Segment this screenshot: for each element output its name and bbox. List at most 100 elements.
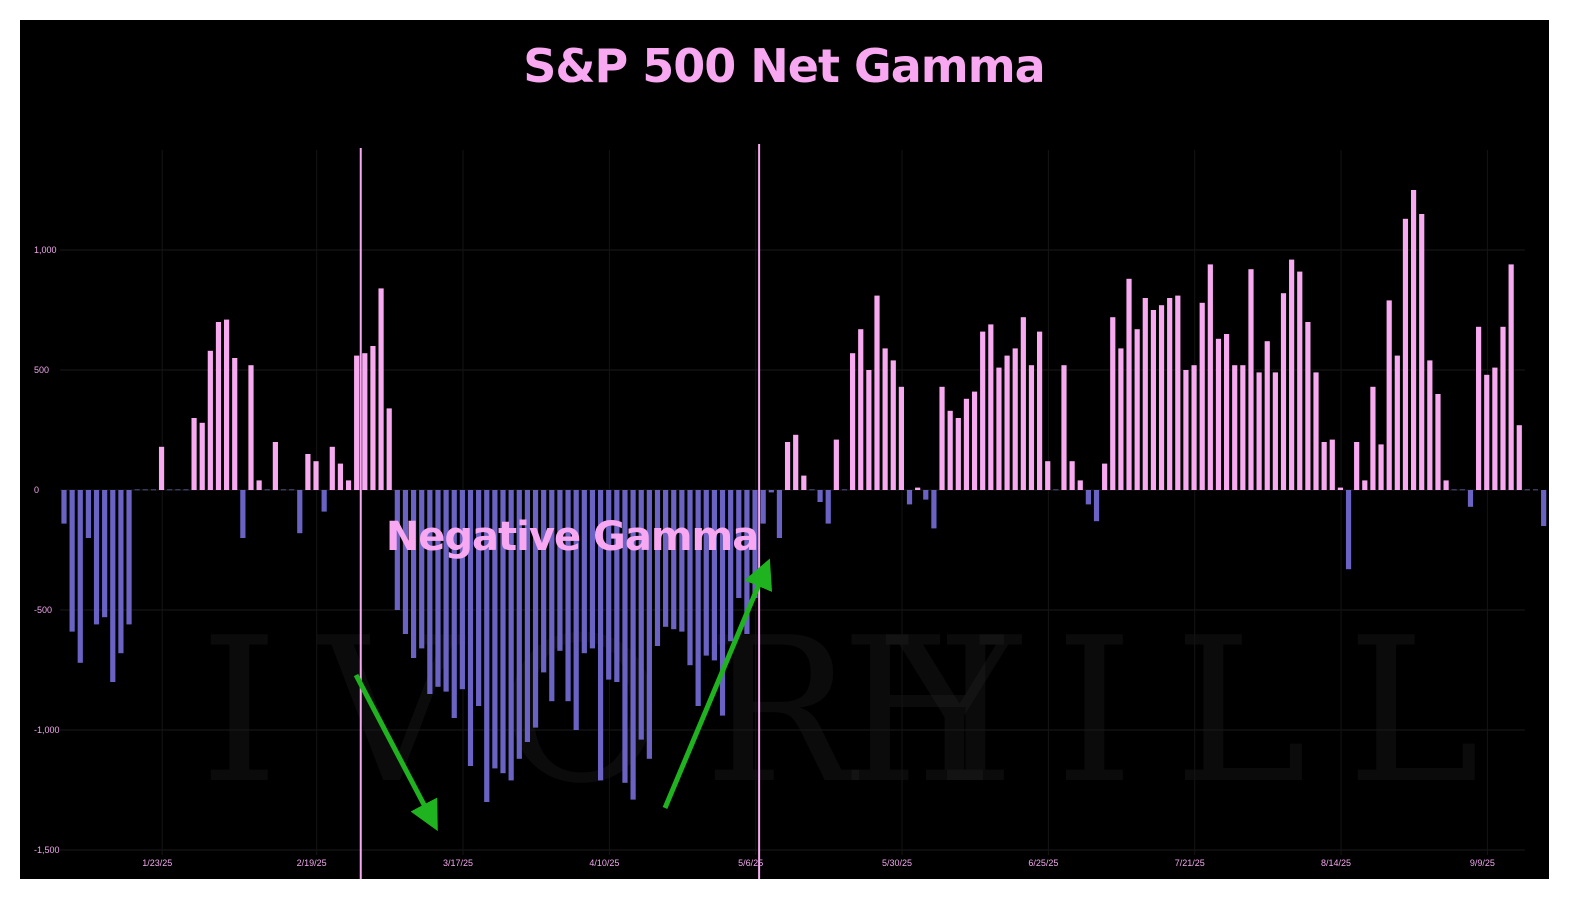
- bar-77: [687, 490, 693, 666]
- bar-156: [1329, 439, 1335, 490]
- bar-140: [1199, 302, 1205, 490]
- bar-122: [1053, 489, 1059, 491]
- bar-14: [175, 489, 181, 491]
- bar-58: [532, 490, 539, 728]
- bar-142: [1215, 338, 1222, 490]
- bar-136: [1167, 298, 1173, 490]
- bar-115: [996, 367, 1002, 490]
- bar-173: [1467, 490, 1474, 507]
- bar-87: [768, 490, 774, 493]
- bar-66: [597, 490, 604, 781]
- bar-83: [736, 490, 742, 598]
- bar-157: [1337, 487, 1344, 490]
- bar-42: [402, 490, 409, 634]
- bar-98: [858, 329, 864, 490]
- bar-158: [1345, 490, 1352, 570]
- x-tick-label-6: 6/25/25: [1028, 858, 1058, 868]
- bar-75: [671, 490, 677, 630]
- bar-22: [240, 490, 246, 538]
- bar-70: [630, 490, 636, 800]
- bar-16: [191, 418, 197, 490]
- bar-182: [1541, 490, 1547, 526]
- bar-40: [386, 408, 392, 490]
- bar-178: [1508, 264, 1514, 490]
- bar-37: [362, 353, 368, 490]
- bar-177: [1500, 326, 1506, 490]
- bar-26: [272, 442, 278, 490]
- bar-91: [801, 475, 807, 490]
- bar-19: [215, 322, 222, 490]
- bar-54: [500, 490, 506, 774]
- bar-9: [134, 489, 140, 491]
- bar-13: [167, 489, 173, 491]
- bar-169: [1435, 394, 1441, 490]
- bar-27: [280, 489, 287, 491]
- bar-33: [329, 446, 335, 490]
- watermark-text-right: HILL: [840, 595, 1519, 828]
- bar-30: [305, 454, 311, 490]
- bar-113: [980, 331, 986, 490]
- arrows: [353, 558, 773, 832]
- bar-74: [663, 490, 669, 627]
- bar-24: [256, 480, 262, 490]
- bar-111: [963, 398, 970, 490]
- bar-17: [199, 422, 205, 490]
- bar-126: [1085, 490, 1091, 505]
- bar-69: [622, 490, 628, 783]
- bar-68: [614, 490, 620, 682]
- y-tick-label-0: 1,000: [34, 245, 57, 255]
- bar-32: [321, 490, 327, 512]
- x-tick-label-4: 5/6/25: [738, 858, 763, 868]
- bar-34: [337, 463, 344, 490]
- bar-15: [183, 489, 189, 491]
- bar-123: [1061, 365, 1067, 490]
- bar-120: [1037, 331, 1043, 490]
- bar-155: [1321, 442, 1327, 490]
- bar-63: [573, 490, 579, 730]
- bar-135: [1158, 305, 1165, 490]
- bar-35: [345, 480, 352, 490]
- bar-85: [752, 490, 758, 598]
- bar-47: [443, 490, 449, 692]
- chart-title: S&P 500 Net Gamma: [523, 39, 1044, 93]
- bar-62: [565, 490, 571, 702]
- bar-80: [711, 490, 717, 661]
- bar-148: [1264, 341, 1270, 490]
- bar-99: [866, 370, 872, 490]
- y-tick-label-5: -1,500: [34, 845, 60, 855]
- bar-64: [581, 490, 587, 654]
- bar-170: [1443, 480, 1449, 490]
- x-tick-label-7: 7/21/25: [1175, 858, 1205, 868]
- bar-133: [1142, 298, 1148, 490]
- bar-55: [508, 490, 514, 781]
- bar-5: [102, 490, 108, 618]
- bar-12: [158, 446, 165, 490]
- bar-31: [313, 461, 319, 490]
- bar-112: [971, 391, 978, 490]
- bar-162: [1378, 444, 1384, 490]
- bar-76: [679, 490, 685, 632]
- bar-82: [728, 490, 734, 642]
- bar-81: [719, 490, 726, 716]
- bar-127: [1093, 490, 1100, 522]
- bar-102: [890, 360, 896, 490]
- bar-110: [955, 418, 961, 490]
- bar-60: [549, 490, 555, 702]
- bar-28: [289, 489, 295, 491]
- watermark: IVORY HILL: [200, 595, 1519, 828]
- bar-175: [1484, 374, 1490, 490]
- bar-90: [793, 434, 799, 490]
- bar-51: [476, 490, 482, 706]
- bar-43: [410, 490, 417, 658]
- y-tick-label-2: 0: [34, 485, 39, 495]
- bar-125: [1077, 480, 1083, 490]
- bar-79: [703, 490, 709, 656]
- bar-56: [516, 490, 522, 759]
- negative-gamma-label: Negative Gamma: [386, 514, 758, 560]
- bar-108: [939, 386, 945, 490]
- arrow-down-icon: [353, 673, 438, 832]
- bar-97: [850, 353, 856, 490]
- bar-38: [370, 346, 376, 490]
- bar-180: [1524, 489, 1530, 491]
- bar-29: [297, 490, 303, 534]
